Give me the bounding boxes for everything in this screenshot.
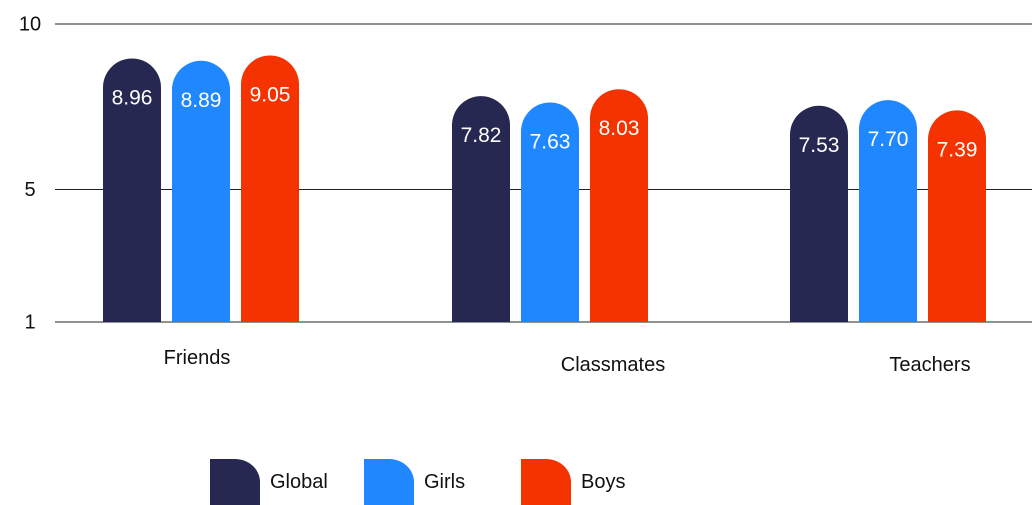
y-tick-label: 5 [24, 179, 35, 201]
data-label: 7.53 [799, 134, 840, 157]
bar-boys-classmates [590, 89, 648, 322]
category-label-friends: Friends [164, 347, 231, 369]
data-label: 7.63 [530, 130, 571, 153]
bar-global-classmates [452, 96, 510, 323]
legend-swatch-girls [364, 459, 414, 505]
legend-label-global: Global [270, 471, 328, 493]
bar-boys-teachers [928, 110, 986, 322]
data-label: 7.39 [937, 138, 978, 161]
category-label-classmates: Classmates [561, 354, 665, 376]
data-label: 8.03 [599, 117, 640, 140]
category-label-teachers: Teachers [889, 354, 970, 376]
data-label: 8.89 [181, 89, 222, 112]
bar-girls-friends [172, 60, 230, 323]
bar-global-friends [103, 58, 161, 323]
legend-label-girls: Girls [424, 471, 465, 493]
data-label: 9.05 [250, 83, 291, 106]
legend-swatch-global [210, 459, 260, 505]
y-tick-label: 10 [19, 13, 41, 35]
data-label: 7.82 [461, 124, 502, 147]
data-label: 8.96 [112, 86, 153, 109]
y-tick-label: 1 [24, 311, 35, 333]
legend-swatch-boys [521, 459, 571, 505]
bar-girls-classmates [521, 102, 579, 322]
bar-girls-teachers [859, 100, 917, 322]
bar-boys-friends [241, 55, 299, 322]
data-label: 7.70 [868, 128, 909, 151]
legend-label-boys: Boys [581, 471, 625, 493]
bar-global-teachers [790, 105, 848, 322]
